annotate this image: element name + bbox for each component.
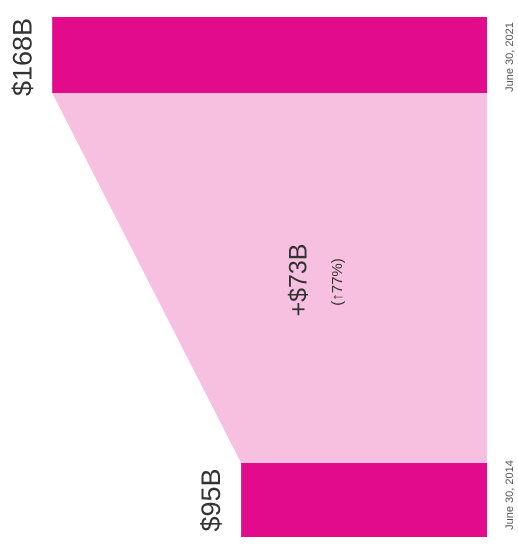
bar: [241, 463, 487, 537]
category-label: June 30, 2014: [504, 460, 516, 530]
change-label: +$73B: [285, 244, 313, 317]
value-label: $168B: [7, 18, 37, 96]
category-label: June 30, 2021: [504, 22, 516, 92]
change-percent: (↑77%): [329, 258, 346, 306]
change-area: [52, 93, 487, 463]
value-label: $95B: [196, 468, 226, 531]
bar: [52, 17, 487, 93]
